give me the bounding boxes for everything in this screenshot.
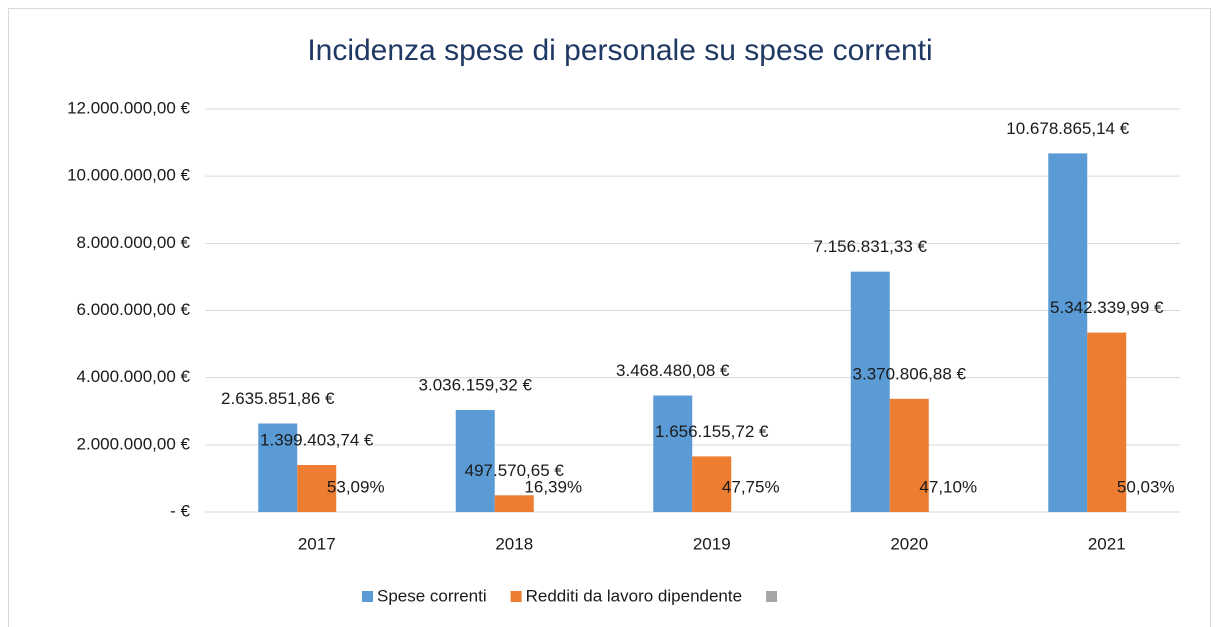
bar: [494, 495, 534, 512]
y-tick-label: 8.000.000,00 €: [77, 233, 191, 252]
chart-title: Incidenza spese di personale su spese co…: [307, 34, 932, 67]
legend-label: Redditi da lavoro dipendente: [526, 586, 742, 605]
bar: [653, 395, 693, 512]
bar: [692, 456, 732, 512]
bar: [297, 465, 337, 512]
data-label: 16,39%: [524, 477, 582, 496]
data-label: 497.570,65 €: [465, 461, 565, 480]
legend-swatch: [510, 591, 522, 602]
y-tick-label: 12.000.000,00 €: [67, 98, 190, 117]
data-label: 3.036.159,32 €: [419, 376, 533, 395]
data-label: 2.635.851,86 €: [221, 389, 335, 408]
bar: [1087, 332, 1127, 512]
data-label: 7.156.831,33 €: [814, 237, 928, 256]
data-label: 1.656.155,72 €: [655, 422, 769, 441]
bar: [850, 271, 890, 512]
x-tick-label: 2019: [693, 534, 731, 553]
bar: [889, 398, 929, 512]
x-tick-label: 2020: [890, 534, 928, 553]
y-tick-label: 4.000.000,00 €: [77, 367, 191, 386]
y-tick-label: - €: [170, 501, 190, 520]
chart-border: [8, 8, 1211, 627]
legend-label: Spese correnti: [377, 586, 487, 605]
y-tick-label: 2.000.000,00 €: [77, 434, 191, 453]
data-label: 3.370.806,88 €: [853, 364, 967, 383]
data-label: 5.342.339,99 €: [1050, 298, 1164, 317]
bar: [455, 410, 495, 512]
data-label: 3.468.480,08 €: [616, 361, 730, 380]
y-tick-label: 10.000.000,00 €: [67, 166, 190, 185]
x-tick-label: 2017: [298, 534, 336, 553]
data-label: 47,10%: [919, 477, 977, 496]
data-label: 50,03%: [1117, 477, 1175, 496]
legend-swatch: [766, 591, 778, 602]
x-tick-label: 2018: [495, 534, 533, 553]
y-tick-label: 6.000.000,00 €: [77, 300, 191, 319]
data-label: 10.678.865,14 €: [1006, 119, 1129, 138]
data-label: 1.399.403,74 €: [260, 430, 374, 449]
data-label: 53,09%: [327, 477, 385, 496]
x-tick-label: 2021: [1088, 534, 1126, 553]
bar: [258, 423, 298, 512]
legend-swatch: [362, 591, 373, 602]
data-label: 47,75%: [722, 477, 780, 496]
bar: [1048, 153, 1088, 513]
